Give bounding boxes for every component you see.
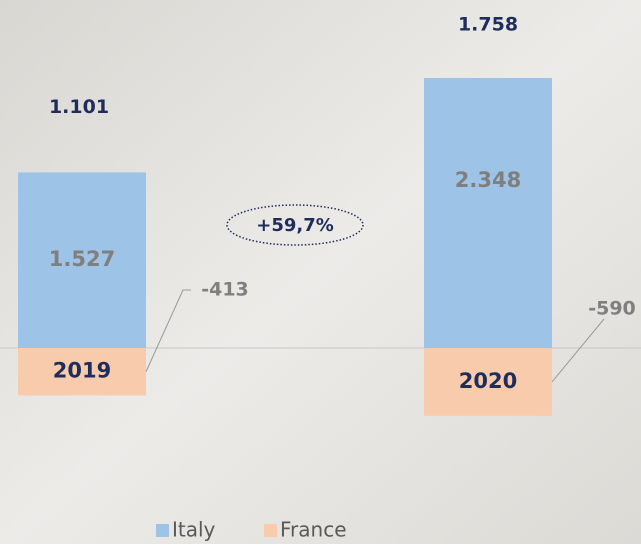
category-label: 2020: [459, 369, 517, 393]
legend-swatch: [156, 524, 169, 537]
legend-label: Italy: [172, 518, 216, 542]
category-label: 2019: [53, 359, 111, 383]
legend-swatch: [264, 524, 277, 537]
legend-label: France: [280, 518, 347, 542]
data-label: -413: [201, 279, 249, 301]
chart: +59,7% 1.527 2019 1.101 -413 2.348 2020 1.758 -…: [0, 0, 641, 544]
data-label: -590: [588, 298, 636, 320]
data-label: 1.527: [49, 247, 115, 271]
total-label: 1.758: [458, 13, 518, 35]
data-label: 2.348: [455, 168, 521, 192]
total-label: 1.101: [49, 96, 109, 118]
bar: [424, 78, 552, 348]
annotation: +59,7%: [256, 215, 334, 236]
